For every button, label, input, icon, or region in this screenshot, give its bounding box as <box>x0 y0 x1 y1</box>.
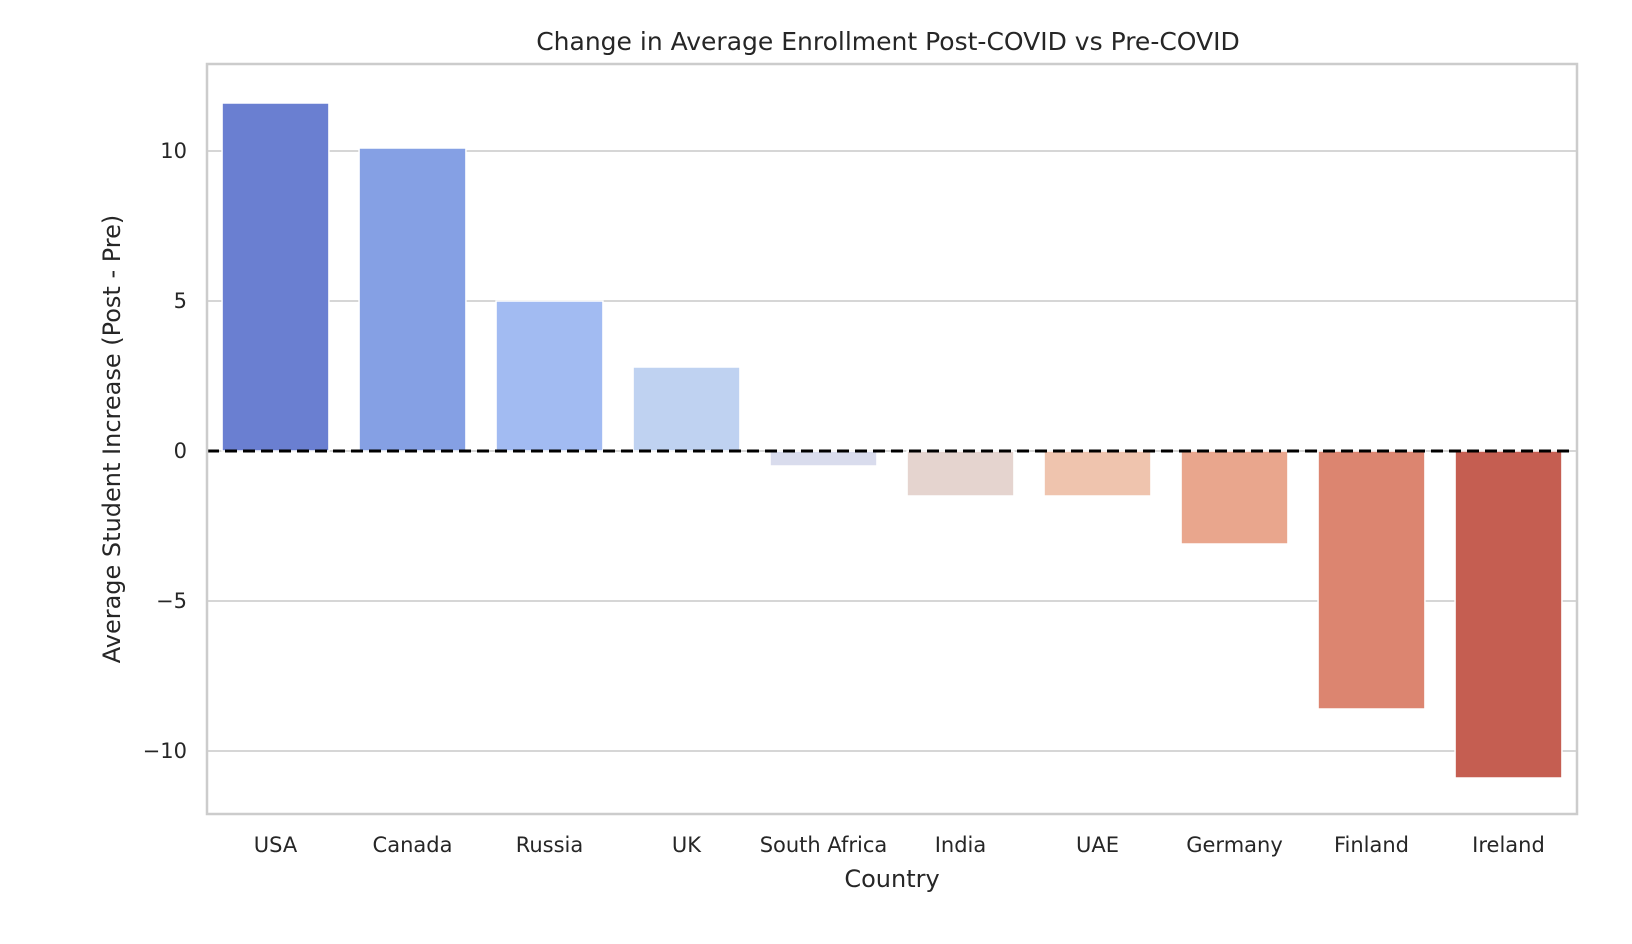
y-tick-label: −5 <box>156 589 187 613</box>
bar-finland <box>1317 450 1426 710</box>
x-axis-label: Country <box>844 865 939 893</box>
bar-ireland <box>1454 450 1563 779</box>
y-tick-labels: −10 −5 0 5 10 <box>143 139 187 763</box>
y-tick-label: −10 <box>143 739 187 763</box>
bar-south-africa <box>769 450 878 467</box>
chart-title: Change in Average Enrollment Post-COVID … <box>536 27 1240 56</box>
bar-germany <box>1180 450 1289 545</box>
bar-usa <box>221 102 330 452</box>
x-tick-label: Finland <box>1334 833 1409 857</box>
x-tick-labels: USA Canada Russia UK South Africa India UAE Ger… <box>254 833 1545 857</box>
x-tick-label: Ireland <box>1472 833 1545 857</box>
x-tick-label: UK <box>672 833 702 857</box>
plot-frame <box>205 62 1579 816</box>
bar-russia <box>495 300 604 452</box>
bar-india <box>906 450 1015 497</box>
x-tick-label: South Africa <box>760 833 888 857</box>
bar-uae <box>1043 450 1152 497</box>
bars <box>221 102 1563 779</box>
y-axis-label: Average Student Increase (Post - Pre) <box>98 215 126 664</box>
y-tick-label: 5 <box>174 289 187 313</box>
x-tick-label: India <box>935 833 987 857</box>
x-tick-label: Canada <box>373 833 453 857</box>
x-tick-label: Russia <box>516 833 584 857</box>
y-tick-label: 0 <box>174 439 187 463</box>
x-tick-label: Germany <box>1186 833 1283 857</box>
bar-canada <box>358 147 467 452</box>
y-tick-label: 10 <box>160 139 187 163</box>
bar-uk <box>632 366 741 452</box>
x-tick-label: USA <box>254 833 298 857</box>
x-tick-label: UAE <box>1076 833 1119 857</box>
